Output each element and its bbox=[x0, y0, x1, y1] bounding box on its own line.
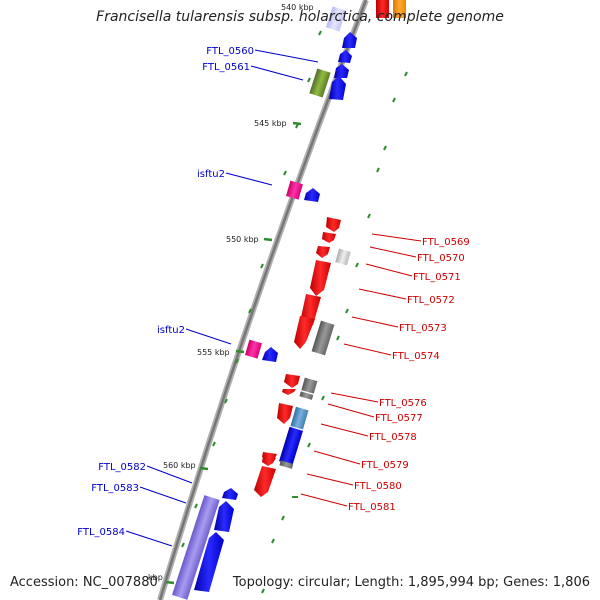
reverse-strand-genes bbox=[254, 217, 351, 497]
gene-ftl-0576b[interactable] bbox=[282, 389, 296, 395]
label-ftl-0576[interactable]: FTL_0576 bbox=[379, 398, 427, 409]
gene-isftu2-2-forward[interactable] bbox=[262, 347, 278, 362]
gene-ftl-0581[interactable] bbox=[254, 466, 276, 497]
kbp-tick-marks bbox=[165, 121, 302, 585]
right-gene-labels: FTL_0569 FTL_0570 FTL_0571 FTL_0572 FTL_… bbox=[300, 233, 470, 513]
label-ftl-0582[interactable]: FTL_0582 bbox=[98, 462, 146, 473]
inner-tick-marks bbox=[181, 30, 322, 548]
label-ftl-0584[interactable]: FTL_0584 bbox=[77, 527, 125, 538]
gene-ftl-0561[interactable] bbox=[334, 64, 349, 78]
gene-ftl-0571[interactable] bbox=[335, 248, 351, 266]
gene-ftl-0577[interactable] bbox=[301, 377, 318, 394]
label-ftl-0570[interactable]: FTL_0570 bbox=[417, 253, 465, 264]
tick-label-540kbp: 540 kbp bbox=[281, 3, 314, 12]
label-ftl-0583[interactable]: FTL_0583 bbox=[91, 483, 139, 494]
gene-isftu2-1[interactable] bbox=[286, 180, 303, 200]
outer-tick-marks bbox=[261, 71, 408, 594]
gene-purple-feature[interactable] bbox=[172, 495, 220, 600]
gene-ftl-0574[interactable] bbox=[294, 316, 315, 349]
label-ftl-0572[interactable]: FTL_0572 bbox=[407, 295, 455, 306]
label-isftu2-1[interactable]: isftu2 bbox=[197, 169, 225, 180]
tick-label-555kbp: 555 kbp bbox=[197, 348, 230, 357]
gene-ftl-0579[interactable] bbox=[279, 426, 303, 466]
gene-ftl-0569[interactable] bbox=[326, 217, 341, 232]
gene-ftl-0584[interactable] bbox=[194, 532, 224, 592]
label-ftl-0571[interactable]: FTL_0571 bbox=[413, 272, 461, 283]
tick-label-550kbp: 550 kbp bbox=[226, 235, 259, 244]
label-ftl-0574[interactable]: FTL_0574 bbox=[392, 351, 440, 362]
gene-ftl-0581b[interactable] bbox=[262, 452, 277, 460]
gene-ftl-0578-steel[interactable] bbox=[290, 406, 309, 430]
tick-label-545kbp: 545 kbp bbox=[254, 119, 287, 128]
tick-label-560kbp: 560 kbp bbox=[163, 461, 196, 470]
gene-ftl-0560b[interactable] bbox=[338, 50, 352, 63]
gene-olive-feature[interactable] bbox=[309, 68, 331, 98]
gene-feature-top-lavender[interactable] bbox=[325, 6, 347, 32]
label-isftu2-2[interactable]: isftu2 bbox=[157, 325, 185, 336]
label-ftl-0573[interactable]: FTL_0573 bbox=[399, 323, 447, 334]
label-ftl-0578[interactable]: FTL_0578 bbox=[369, 432, 417, 443]
gene-ftl-0577b[interactable] bbox=[299, 391, 314, 400]
gene-ftl-0570[interactable] bbox=[322, 232, 336, 243]
label-ftl-0579[interactable]: FTL_0579 bbox=[361, 460, 409, 471]
gene-isftu2-1-forward[interactable] bbox=[304, 188, 320, 202]
gene-ftl-0580-grey[interactable] bbox=[279, 460, 294, 469]
gene-ftl-0578[interactable] bbox=[277, 403, 293, 424]
gene-ftl-0583[interactable] bbox=[214, 501, 234, 532]
genome-summary-text: Topology: circular; Length: 1,895,994 bp… bbox=[232, 575, 590, 590]
accession-text: Accession: NC_007880 bbox=[10, 575, 158, 590]
label-ftl-0580[interactable]: FTL_0580 bbox=[354, 481, 402, 492]
left-gene-labels: FTL_0560 FTL_0561 isftu2 isftu2 FTL_0582… bbox=[77, 46, 319, 547]
gene-ftl-0570b[interactable] bbox=[316, 246, 330, 258]
gene-ftl-0560[interactable] bbox=[342, 32, 357, 48]
gene-feature-top-orange[interactable] bbox=[393, 0, 406, 18]
gene-ftl-0582[interactable] bbox=[222, 488, 238, 500]
label-ftl-0560[interactable]: FTL_0560 bbox=[206, 46, 254, 57]
label-ftl-0561[interactable]: FTL_0561 bbox=[202, 62, 250, 73]
gene-ftl-0572[interactable] bbox=[310, 260, 331, 296]
gene-isftu2-2[interactable] bbox=[245, 339, 262, 359]
gene-ftl-0576[interactable] bbox=[284, 374, 300, 388]
gene-ftl-0574-grey[interactable] bbox=[311, 320, 335, 356]
tick-label-565kbp: kbp bbox=[148, 573, 163, 582]
label-ftl-0581[interactable]: FTL_0581 bbox=[348, 502, 396, 513]
label-ftl-0577[interactable]: FTL_0577 bbox=[375, 413, 423, 424]
gene-ftl-0561b[interactable] bbox=[329, 76, 346, 100]
forward-strand-genes bbox=[172, 32, 357, 600]
map-title: Francisella tularensis subsp. holarctica… bbox=[96, 9, 504, 25]
label-ftl-0569[interactable]: FTL_0569 bbox=[422, 237, 470, 248]
gene-feature-top-red[interactable] bbox=[376, 0, 389, 18]
